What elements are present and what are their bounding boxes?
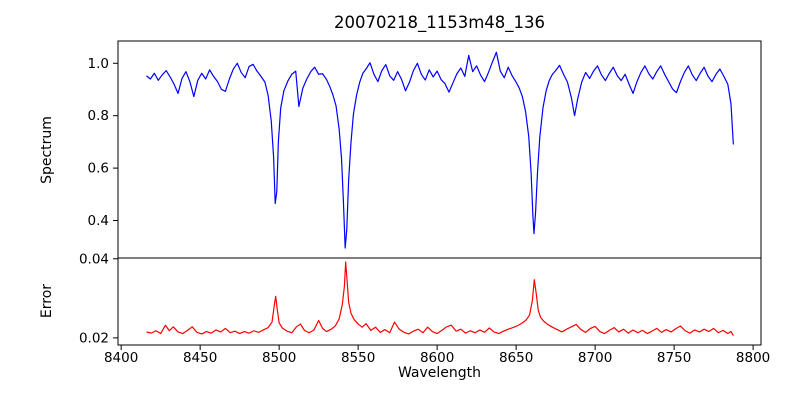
x-tick-label: 8400 <box>104 350 138 366</box>
error-panel-frame <box>117 257 762 346</box>
spectrum-y-tick-label: 1.0 <box>88 56 109 72</box>
x-tick-label: 8500 <box>262 350 296 366</box>
x-tick-label: 8750 <box>657 350 691 366</box>
spectrum-line <box>146 51 734 249</box>
error-line <box>146 261 734 336</box>
x-tick-label: 8450 <box>183 350 217 366</box>
spectrum-y-tick-label: 0.6 <box>88 161 109 177</box>
x-axis-label: Wavelength <box>397 365 482 381</box>
error-y-tick-label: 0.02 <box>79 330 109 346</box>
x-tick-label: 8650 <box>499 350 533 366</box>
y-axis-label-spectrum: Spectrum <box>39 116 55 184</box>
chart-title: 20070218_1153m48_136 <box>333 13 546 32</box>
series-layer <box>146 51 734 336</box>
tick-label-layer: 0.4 0.6 0.8 1.0 0.02 0.04 8400 8450 8500 8550 8600… <box>79 56 770 366</box>
x-tick-label: 8600 <box>420 350 454 366</box>
x-tick-label: 8700 <box>578 350 612 366</box>
spectrum-y-tick-label: 0.8 <box>88 108 109 124</box>
error-y-tick-label: 0.04 <box>79 251 109 267</box>
y-axis-label-error: Error <box>39 283 55 319</box>
spectrum-y-tick-label: 0.4 <box>88 213 109 229</box>
x-tick-label: 8800 <box>736 350 770 366</box>
x-tick-label: 8550 <box>341 350 375 366</box>
axes-layer <box>113 40 762 350</box>
